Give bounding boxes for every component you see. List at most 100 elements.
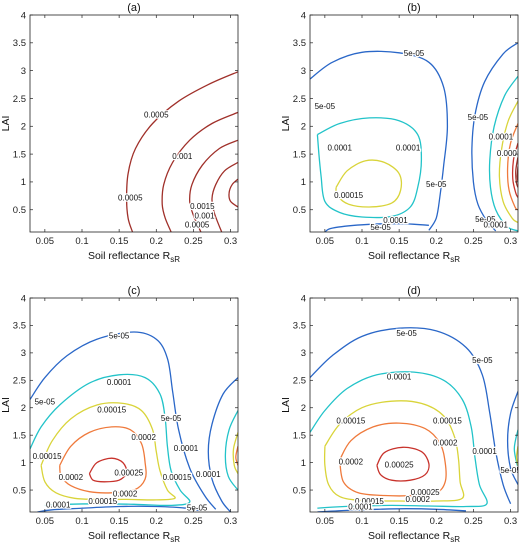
- contour-label: 0.0005: [185, 220, 210, 229]
- contour-line: [30, 373, 191, 507]
- contour-label: 5e-05: [396, 329, 417, 338]
- contour-label: 0.0001: [483, 220, 508, 229]
- axes-box: [29, 14, 239, 233]
- contour-label: 0.0001: [383, 216, 408, 225]
- contour-label: 5e-05: [109, 332, 130, 341]
- y-tick-label: 3: [301, 66, 306, 77]
- y-tick-label: 2: [21, 403, 26, 414]
- contour-label: 0.00015: [163, 473, 192, 482]
- y-tick-label: 1.5: [13, 430, 26, 441]
- x-axis-label-main: Soil reflectance R: [88, 250, 171, 262]
- contour-label: 0.0005: [118, 194, 143, 203]
- x-axis-label-main: Soil reflectance R: [88, 530, 171, 542]
- y-tick-label: 3.5: [13, 38, 26, 49]
- contour-line: [228, 178, 238, 208]
- contour-label: 5e-05: [315, 102, 336, 111]
- contour-label: 0.00015: [33, 452, 62, 461]
- y-tick-label: 1: [301, 458, 306, 469]
- axes-box: [309, 297, 519, 513]
- contour-lines: 5e-05 5e-05 0.0001 0.00015 0.0002 0.00025 0.00…: [30, 330, 238, 512]
- y-tick-label: 2: [21, 122, 26, 133]
- y-tick-label: 1: [301, 177, 306, 188]
- x-tick-label: 0.05: [316, 236, 335, 247]
- contour-panel-3: 5e-05 5e-05 0.0001 0.00015 0.0002 0.00025 0.00…: [0, 285, 239, 544]
- contour-label: 0.0001: [196, 470, 221, 479]
- x-axis-label-main: Soil reflectance R: [368, 530, 451, 542]
- contour-line: [317, 508, 467, 512]
- y-axis-label: LAI: [280, 116, 292, 132]
- x-axis-label-subscript: sR: [170, 535, 180, 544]
- x-tick-label: 0.25: [464, 236, 483, 247]
- y-tick-label: 4: [301, 10, 306, 21]
- contour-label: 5e-05: [426, 180, 447, 189]
- contour-line: [515, 446, 518, 466]
- y-tick-label: 1: [21, 177, 26, 188]
- x-tick-label: 0.2: [150, 236, 163, 247]
- contour-line: [37, 505, 202, 512]
- contour-label: 5e-05: [187, 503, 208, 512]
- contour-line: [224, 410, 238, 491]
- contour-line: [40, 402, 176, 501]
- x-axis-label: Soil reflectance RsR: [368, 530, 460, 544]
- contour-label: 0.0001: [46, 501, 71, 510]
- x-axis-label-main: Soil reflectance R: [368, 250, 451, 262]
- x-tick-label: 0.1: [75, 516, 88, 527]
- contour-line: [323, 400, 465, 502]
- y-tick-label: 3: [21, 348, 26, 359]
- contour-line: [339, 422, 447, 497]
- contour-label: 0.0002: [339, 458, 364, 467]
- y-axis-label: LAI: [0, 397, 12, 413]
- contour-line: [376, 446, 430, 482]
- contour-label: 0.0001: [489, 133, 514, 142]
- contour-label: 0.00015: [97, 406, 126, 415]
- panel-title: (c): [128, 285, 141, 297]
- contour-label: 0.0002: [113, 490, 138, 499]
- contour-label: 0.0002: [59, 473, 84, 482]
- contour-label: 0.00015: [334, 191, 363, 200]
- contour-line: [189, 139, 238, 232]
- y-tick-label: 0.5: [13, 205, 26, 216]
- contour-line: [498, 100, 518, 224]
- contour-line: [513, 429, 518, 469]
- x-tick-label: 0.05: [316, 516, 335, 527]
- contour-label: 0.0001: [348, 503, 373, 512]
- x-tick-label: 0.1: [75, 236, 88, 247]
- x-tick-label: 0.1: [355, 516, 368, 527]
- y-tick-label: 3: [21, 66, 26, 77]
- x-tick-label: 0.3: [504, 516, 517, 527]
- contour-label: 0.0002: [405, 495, 430, 504]
- contour-label: 0.0001: [472, 447, 497, 456]
- y-tick-label: 0.5: [13, 485, 26, 496]
- y-tick-label: 4: [21, 10, 26, 21]
- contour-label: 0.00015: [355, 497, 384, 506]
- contour-label: 0.0002: [131, 433, 156, 442]
- contour-line: [506, 123, 518, 211]
- contour-label: 0.0005: [144, 110, 169, 119]
- y-tick-label: 4: [21, 293, 26, 304]
- panel-title: (d): [407, 285, 420, 297]
- contour-label: 5e-05: [472, 356, 493, 365]
- contour-line: [161, 111, 238, 232]
- x-tick-label: 0.05: [36, 516, 55, 527]
- y-tick-label: 3.5: [293, 321, 306, 332]
- x-tick-label: 0.2: [430, 516, 443, 527]
- contour-label: 0.0001: [327, 144, 352, 153]
- contour-label: 0.00025: [114, 469, 143, 478]
- contour-line: [310, 327, 512, 505]
- contour-label: 5e-05: [404, 49, 425, 58]
- y-tick-label: 2: [301, 403, 306, 414]
- contour-line: [30, 331, 217, 510]
- contour-line: [310, 371, 488, 509]
- axes-box: [309, 14, 519, 233]
- x-tick-label: 0.3: [504, 236, 517, 247]
- contour-line: [511, 142, 518, 198]
- y-tick-label: 3.5: [293, 38, 306, 49]
- y-axis-label: LAI: [0, 116, 12, 132]
- y-tick-label: 1: [21, 458, 26, 469]
- panel-title: (b): [407, 2, 420, 14]
- x-axis-label: Soil reflectance RsR: [88, 530, 180, 544]
- x-tick-label: 0.2: [150, 516, 163, 527]
